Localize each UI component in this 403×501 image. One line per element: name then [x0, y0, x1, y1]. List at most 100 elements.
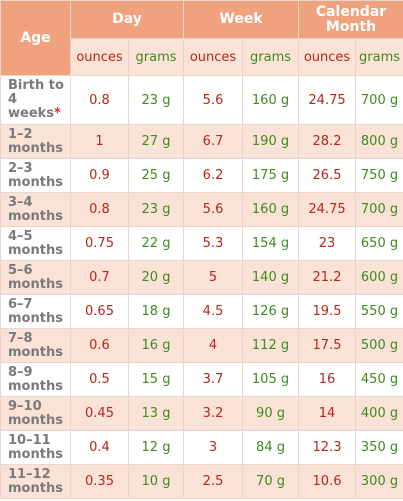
- week-grams-cell: 105 g: [242, 362, 300, 397]
- day-grams-cell: 25 g: [127, 158, 185, 193]
- day-grams-cell: 10 g: [127, 464, 185, 499]
- week-grams-cell: 126 g: [242, 294, 300, 329]
- table-row: 1–2 months 1 27 g 6.7 190 g 28.2 800 g: [0, 124, 403, 159]
- age-cell: 3–4 months: [0, 192, 71, 227]
- week-grams-cell: 140 g: [242, 260, 300, 295]
- week-ounces-cell: 3: [183, 430, 244, 465]
- week-grams-cell: 84 g: [242, 430, 300, 465]
- week-grams-cell: 70 g: [242, 464, 300, 499]
- day-grams-cell: 18 g: [127, 294, 185, 329]
- week-grams-cell: 175 g: [242, 158, 300, 193]
- table-row: 9–10 months 0.45 13 g 3.2 90 g 14 400 g: [0, 396, 403, 431]
- week-ounces-cell: 6.2: [183, 158, 244, 193]
- month-ounces-cell: 24.75: [298, 75, 357, 125]
- day-grams-cell: 22 g: [127, 226, 185, 261]
- month-grams-cell: 600 g: [355, 260, 403, 295]
- week-grams-cell: 160 g: [242, 192, 300, 227]
- age-cell: 5–6 months: [0, 260, 71, 295]
- table-row: 4–5 months 0.75 22 g 5.3 154 g 23 650 g: [0, 226, 403, 261]
- month-ounces-cell: 21.2: [298, 260, 357, 295]
- month-grams-cell: 700 g: [355, 192, 403, 227]
- age-cell: 4–5 months: [0, 226, 71, 261]
- month-ounces-cell: 17.5: [298, 328, 357, 363]
- table-row: 11–12 months 0.35 10 g 2.5 70 g 10.6 300…: [0, 464, 403, 499]
- month-grams-cell: 750 g: [355, 158, 403, 193]
- month-ounces-cell: 19.5: [298, 294, 357, 329]
- week-ounces-cell: 3.7: [183, 362, 244, 397]
- week-grams-cell: 112 g: [242, 328, 300, 363]
- week-ounces-cell: 4.5: [183, 294, 244, 329]
- day-grams-cell: 15 g: [127, 362, 185, 397]
- group-header-row: Age Day Week Calendar Month: [0, 0, 403, 76]
- age-cell: 8–9 months: [0, 362, 71, 397]
- day-ounces-cell: 0.6: [70, 328, 129, 363]
- month-grams-cell: 450 g: [355, 362, 403, 397]
- month-grams-cell: 550 g: [355, 294, 403, 329]
- table-row: Birth to 4 weeks* 0.8 23 g 5.6 160 g 24.…: [0, 75, 403, 125]
- table-row: 5–6 months 0.7 20 g 5 140 g 21.2 600 g: [0, 260, 403, 295]
- day-ounces-cell: 0.9: [70, 158, 129, 193]
- day-ounces-cell: 0.7: [70, 260, 129, 295]
- age-label: Birth to 4 weeks: [8, 78, 64, 121]
- unit-header-row: ounces grams ounces grams ounces grams: [1, 38, 403, 76]
- day-grams-cell: 23 g: [127, 192, 185, 227]
- day-ounces-cell: 0.75: [70, 226, 129, 261]
- table-row: 2–3 months 0.9 25 g 6.2 175 g 26.5 750 g: [0, 158, 403, 193]
- week-ounces-cell: 5.3: [183, 226, 244, 261]
- month-grams-cell: 300 g: [355, 464, 403, 499]
- day-ounces-cell: 0.8: [70, 75, 129, 125]
- month-ounces-cell: 23: [298, 226, 357, 261]
- week-ounces-cell: 5: [183, 260, 244, 295]
- table-row: 3–4 months 0.8 23 g 5.6 160 g 24.75 700 …: [0, 192, 403, 227]
- week-ounces-cell: 5.6: [183, 75, 244, 125]
- day-column-header: Day: [69, 0, 185, 39]
- month-ounces-cell: 26.5: [298, 158, 357, 193]
- month-grams-header: grams: [355, 38, 403, 76]
- week-grams-cell: 154 g: [242, 226, 300, 261]
- day-grams-cell: 13 g: [127, 396, 185, 431]
- day-ounces-cell: 0.65: [70, 294, 129, 329]
- age-cell: 6–7 months: [0, 294, 71, 329]
- day-grams-cell: 20 g: [127, 260, 185, 295]
- week-ounces-cell: 3.2: [183, 396, 244, 431]
- week-ounces-cell: 5.6: [183, 192, 244, 227]
- age-cell: 9–10 months: [0, 396, 71, 431]
- table-row: 10–11 months 0.4 12 g 3 84 g 12.3 350 g: [0, 430, 403, 465]
- day-ounces-cell: 0.45: [70, 396, 129, 431]
- week-grams-cell: 190 g: [242, 124, 300, 159]
- month-ounces-cell: 10.6: [298, 464, 357, 499]
- age-cell: 10–11 months: [0, 430, 71, 465]
- month-grams-cell: 500 g: [355, 328, 403, 363]
- week-grams-header: grams: [242, 38, 300, 76]
- week-ounces-header: ounces: [183, 38, 244, 76]
- week-grams-cell: 90 g: [242, 396, 300, 431]
- month-ounces-header: ounces: [298, 38, 357, 76]
- day-ounces-cell: 0.5: [70, 362, 129, 397]
- week-ounces-cell: 4: [183, 328, 244, 363]
- day-grams-cell: 23 g: [127, 75, 185, 125]
- week-ounces-cell: 2.5: [183, 464, 244, 499]
- day-ounces-cell: 0.8: [70, 192, 129, 227]
- month-grams-cell: 700 g: [355, 75, 403, 125]
- month-grams-cell: 650 g: [355, 226, 403, 261]
- age-cell: Birth to 4 weeks*: [0, 75, 71, 125]
- week-ounces-cell: 6.7: [183, 124, 244, 159]
- table-row: 6–7 months 0.65 18 g 4.5 126 g 19.5 550 …: [0, 294, 403, 329]
- day-ounces-header: ounces: [70, 38, 129, 76]
- month-ounces-cell: 14: [298, 396, 357, 431]
- table-row: 8–9 months 0.5 15 g 3.7 105 g 16 450 g: [0, 362, 403, 397]
- month-grams-cell: 350 g: [355, 430, 403, 465]
- month-ounces-cell: 28.2: [298, 124, 357, 159]
- age-cell: 1–2 months: [0, 124, 71, 159]
- week-column-header: Week: [183, 0, 300, 39]
- month-ounces-cell: 24.75: [298, 192, 357, 227]
- day-grams-cell: 27 g: [127, 124, 185, 159]
- month-ounces-cell: 16: [298, 362, 357, 397]
- week-grams-cell: 160 g: [242, 75, 300, 125]
- month-column-header: Calendar Month: [298, 0, 403, 39]
- age-cell: 11–12 months: [0, 464, 71, 499]
- month-grams-cell: 400 g: [355, 396, 403, 431]
- month-ounces-cell: 12.3: [298, 430, 357, 465]
- age-cell: 2–3 months: [0, 158, 71, 193]
- day-ounces-cell: 0.4: [70, 430, 129, 465]
